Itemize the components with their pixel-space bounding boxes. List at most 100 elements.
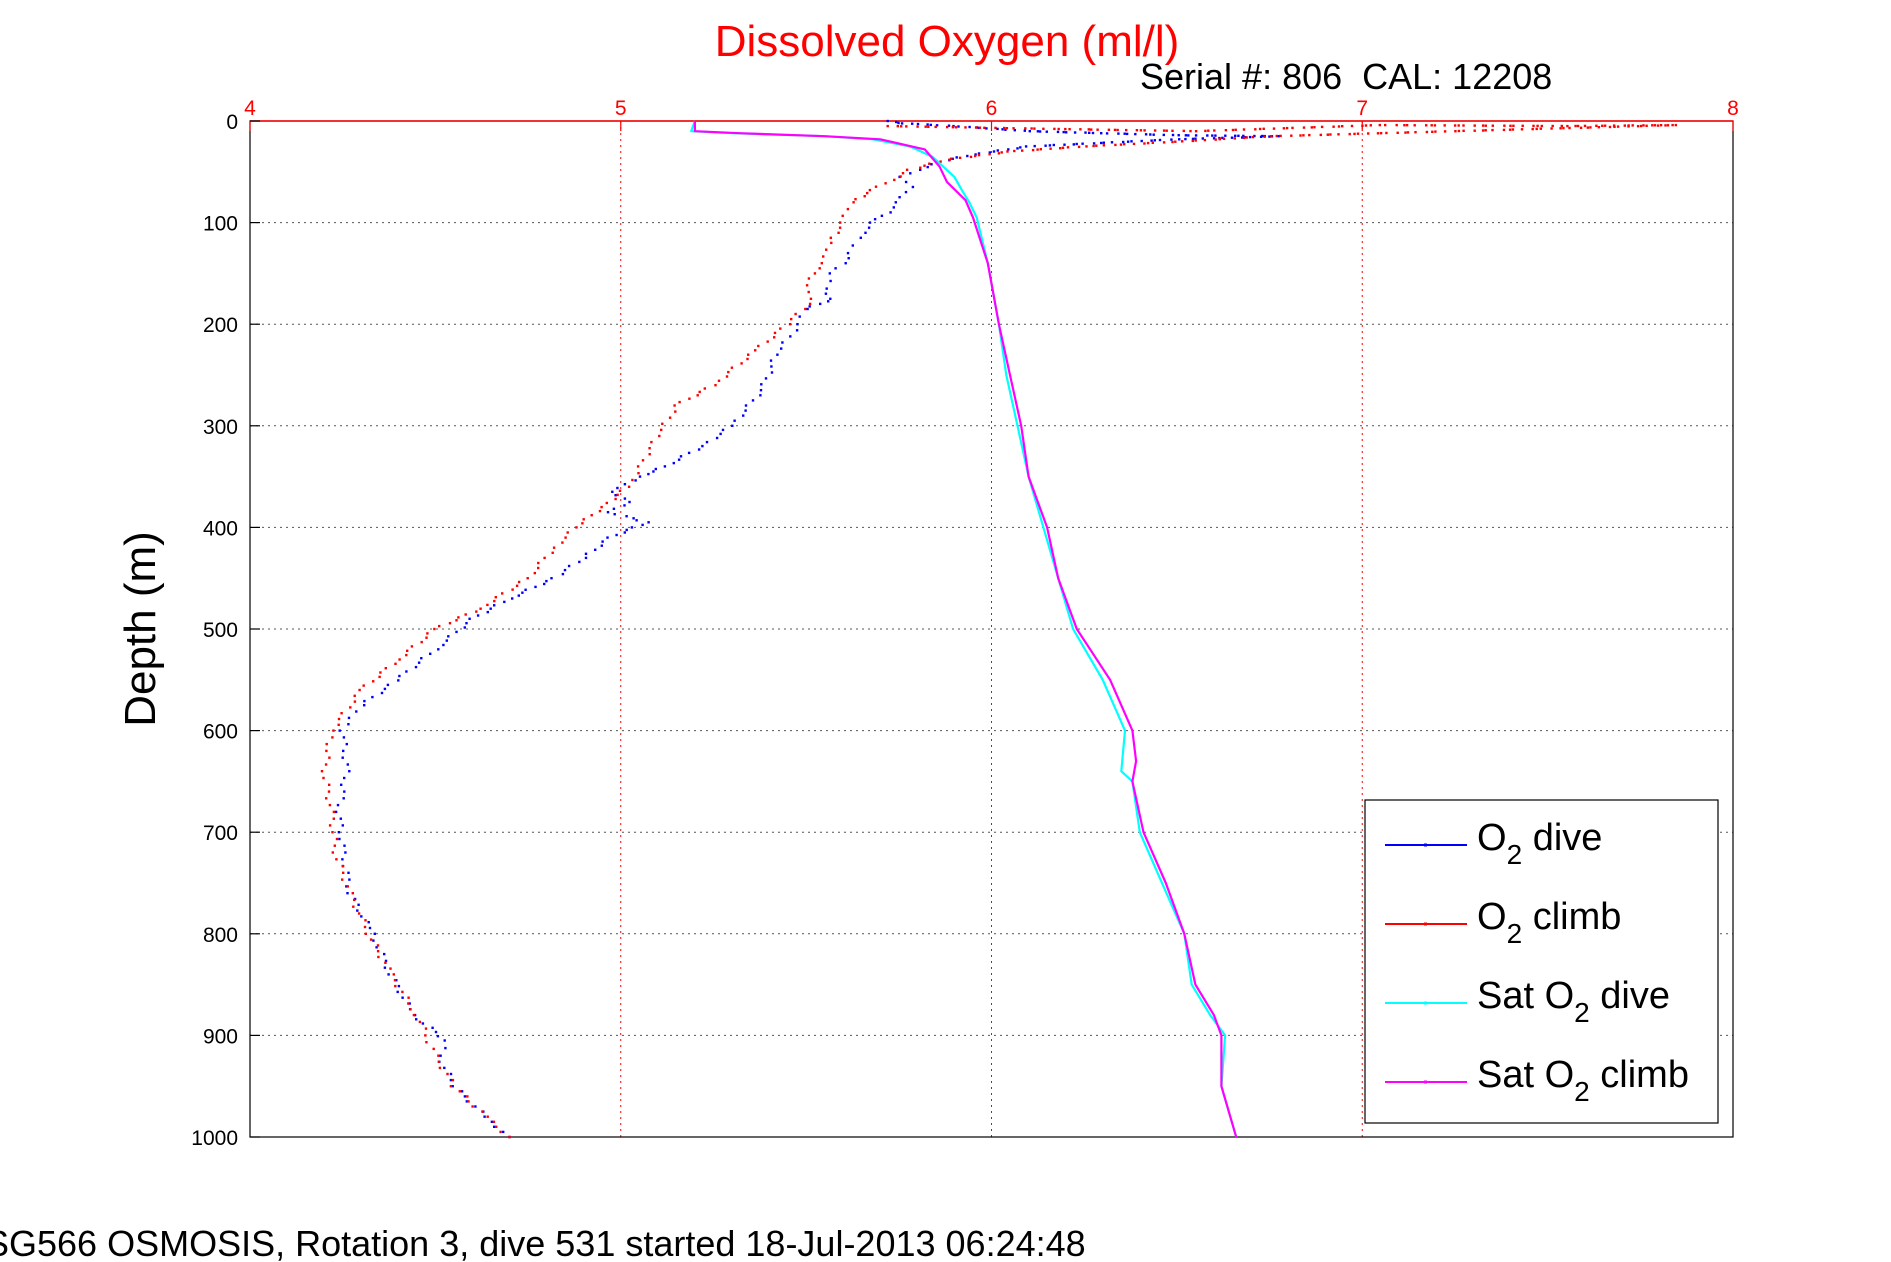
data-point	[698, 390, 701, 394]
data-point	[757, 344, 760, 348]
data-point	[1170, 138, 1173, 141]
data-point	[465, 622, 468, 625]
data-point	[1645, 124, 1648, 127]
data-point	[1503, 124, 1506, 127]
data-point	[600, 544, 603, 547]
data-point	[846, 207, 850, 211]
data-point	[867, 226, 871, 229]
data-point	[625, 515, 628, 518]
data-point	[561, 541, 564, 544]
data-point	[521, 591, 524, 594]
data-point	[1056, 130, 1060, 134]
data-point	[340, 712, 343, 715]
data-point	[1144, 133, 1148, 136]
data-point	[1350, 124, 1354, 128]
data-point	[851, 244, 854, 247]
data-point	[1671, 123, 1674, 127]
data-point	[436, 1035, 440, 1038]
data-point	[384, 667, 387, 670]
data-point	[916, 125, 919, 128]
data-point	[1361, 124, 1364, 127]
data-point	[1326, 133, 1329, 136]
data-point	[369, 938, 373, 941]
data-point	[438, 1066, 442, 1070]
data-point	[551, 551, 554, 554]
y-tick-label: 500	[203, 619, 238, 642]
data-point	[347, 716, 351, 720]
data-point	[448, 622, 452, 625]
data-point	[854, 198, 857, 201]
data-point	[1194, 134, 1198, 137]
data-point	[1642, 124, 1645, 127]
series-1	[320, 123, 1677, 1139]
data-point	[397, 984, 401, 988]
data-point	[1443, 130, 1447, 133]
y-tick-label: 1000	[191, 1127, 238, 1150]
data-point	[874, 185, 878, 188]
data-point	[1057, 127, 1060, 131]
data-point	[1509, 124, 1512, 127]
data-point	[1473, 124, 1476, 127]
data-point	[341, 824, 344, 827]
data-point	[859, 236, 862, 239]
data-point	[355, 710, 358, 713]
data-point	[834, 267, 837, 270]
data-point	[606, 536, 609, 539]
data-point	[1531, 127, 1534, 131]
data-point	[770, 365, 773, 368]
data-point	[1013, 149, 1016, 153]
data-point	[501, 592, 504, 595]
data-point	[1290, 134, 1293, 137]
y-axis-label: Depth (m)	[116, 531, 165, 727]
data-point	[760, 383, 763, 386]
data-point	[1237, 134, 1240, 137]
y-tick-label: 800	[203, 924, 238, 947]
data-point	[1191, 139, 1194, 143]
data-point	[894, 201, 897, 204]
data-point	[328, 783, 331, 786]
data-point	[897, 121, 900, 125]
data-point	[600, 505, 603, 509]
data-point	[383, 687, 387, 691]
data-point	[635, 519, 638, 522]
data-point	[437, 1060, 440, 1063]
data-point	[412, 1013, 416, 1017]
y-tick-label: 200	[203, 314, 238, 337]
data-point	[433, 627, 436, 631]
data-point	[1348, 132, 1351, 136]
data-point	[550, 577, 553, 580]
data-point	[1075, 142, 1078, 146]
data-point	[1130, 140, 1133, 143]
data-point	[337, 717, 341, 721]
data-point	[977, 152, 981, 155]
data-point	[837, 231, 840, 234]
data-point	[1063, 143, 1066, 146]
data-point	[935, 124, 939, 127]
data-point	[1597, 126, 1601, 129]
data-point	[892, 206, 895, 209]
data-point	[660, 428, 663, 432]
data-point	[1535, 127, 1538, 131]
data-point	[966, 154, 969, 158]
data-point	[398, 658, 401, 661]
data-point	[368, 926, 372, 930]
data-point	[1100, 132, 1103, 135]
data-point	[672, 461, 675, 465]
data-point	[343, 844, 346, 847]
data-point	[417, 661, 421, 664]
data-point	[612, 507, 616, 510]
data-point	[346, 885, 349, 888]
data-point	[534, 585, 537, 589]
data-point	[1023, 129, 1026, 132]
data-point	[697, 448, 701, 451]
data-point	[969, 155, 973, 159]
data-point	[776, 353, 779, 356]
data-point	[1045, 130, 1048, 133]
data-point	[928, 162, 931, 165]
data-point	[807, 277, 811, 280]
data-point	[331, 851, 334, 854]
data-point	[1379, 132, 1383, 135]
data-point	[1061, 146, 1065, 149]
data-point	[1369, 124, 1372, 127]
data-point	[731, 424, 734, 427]
